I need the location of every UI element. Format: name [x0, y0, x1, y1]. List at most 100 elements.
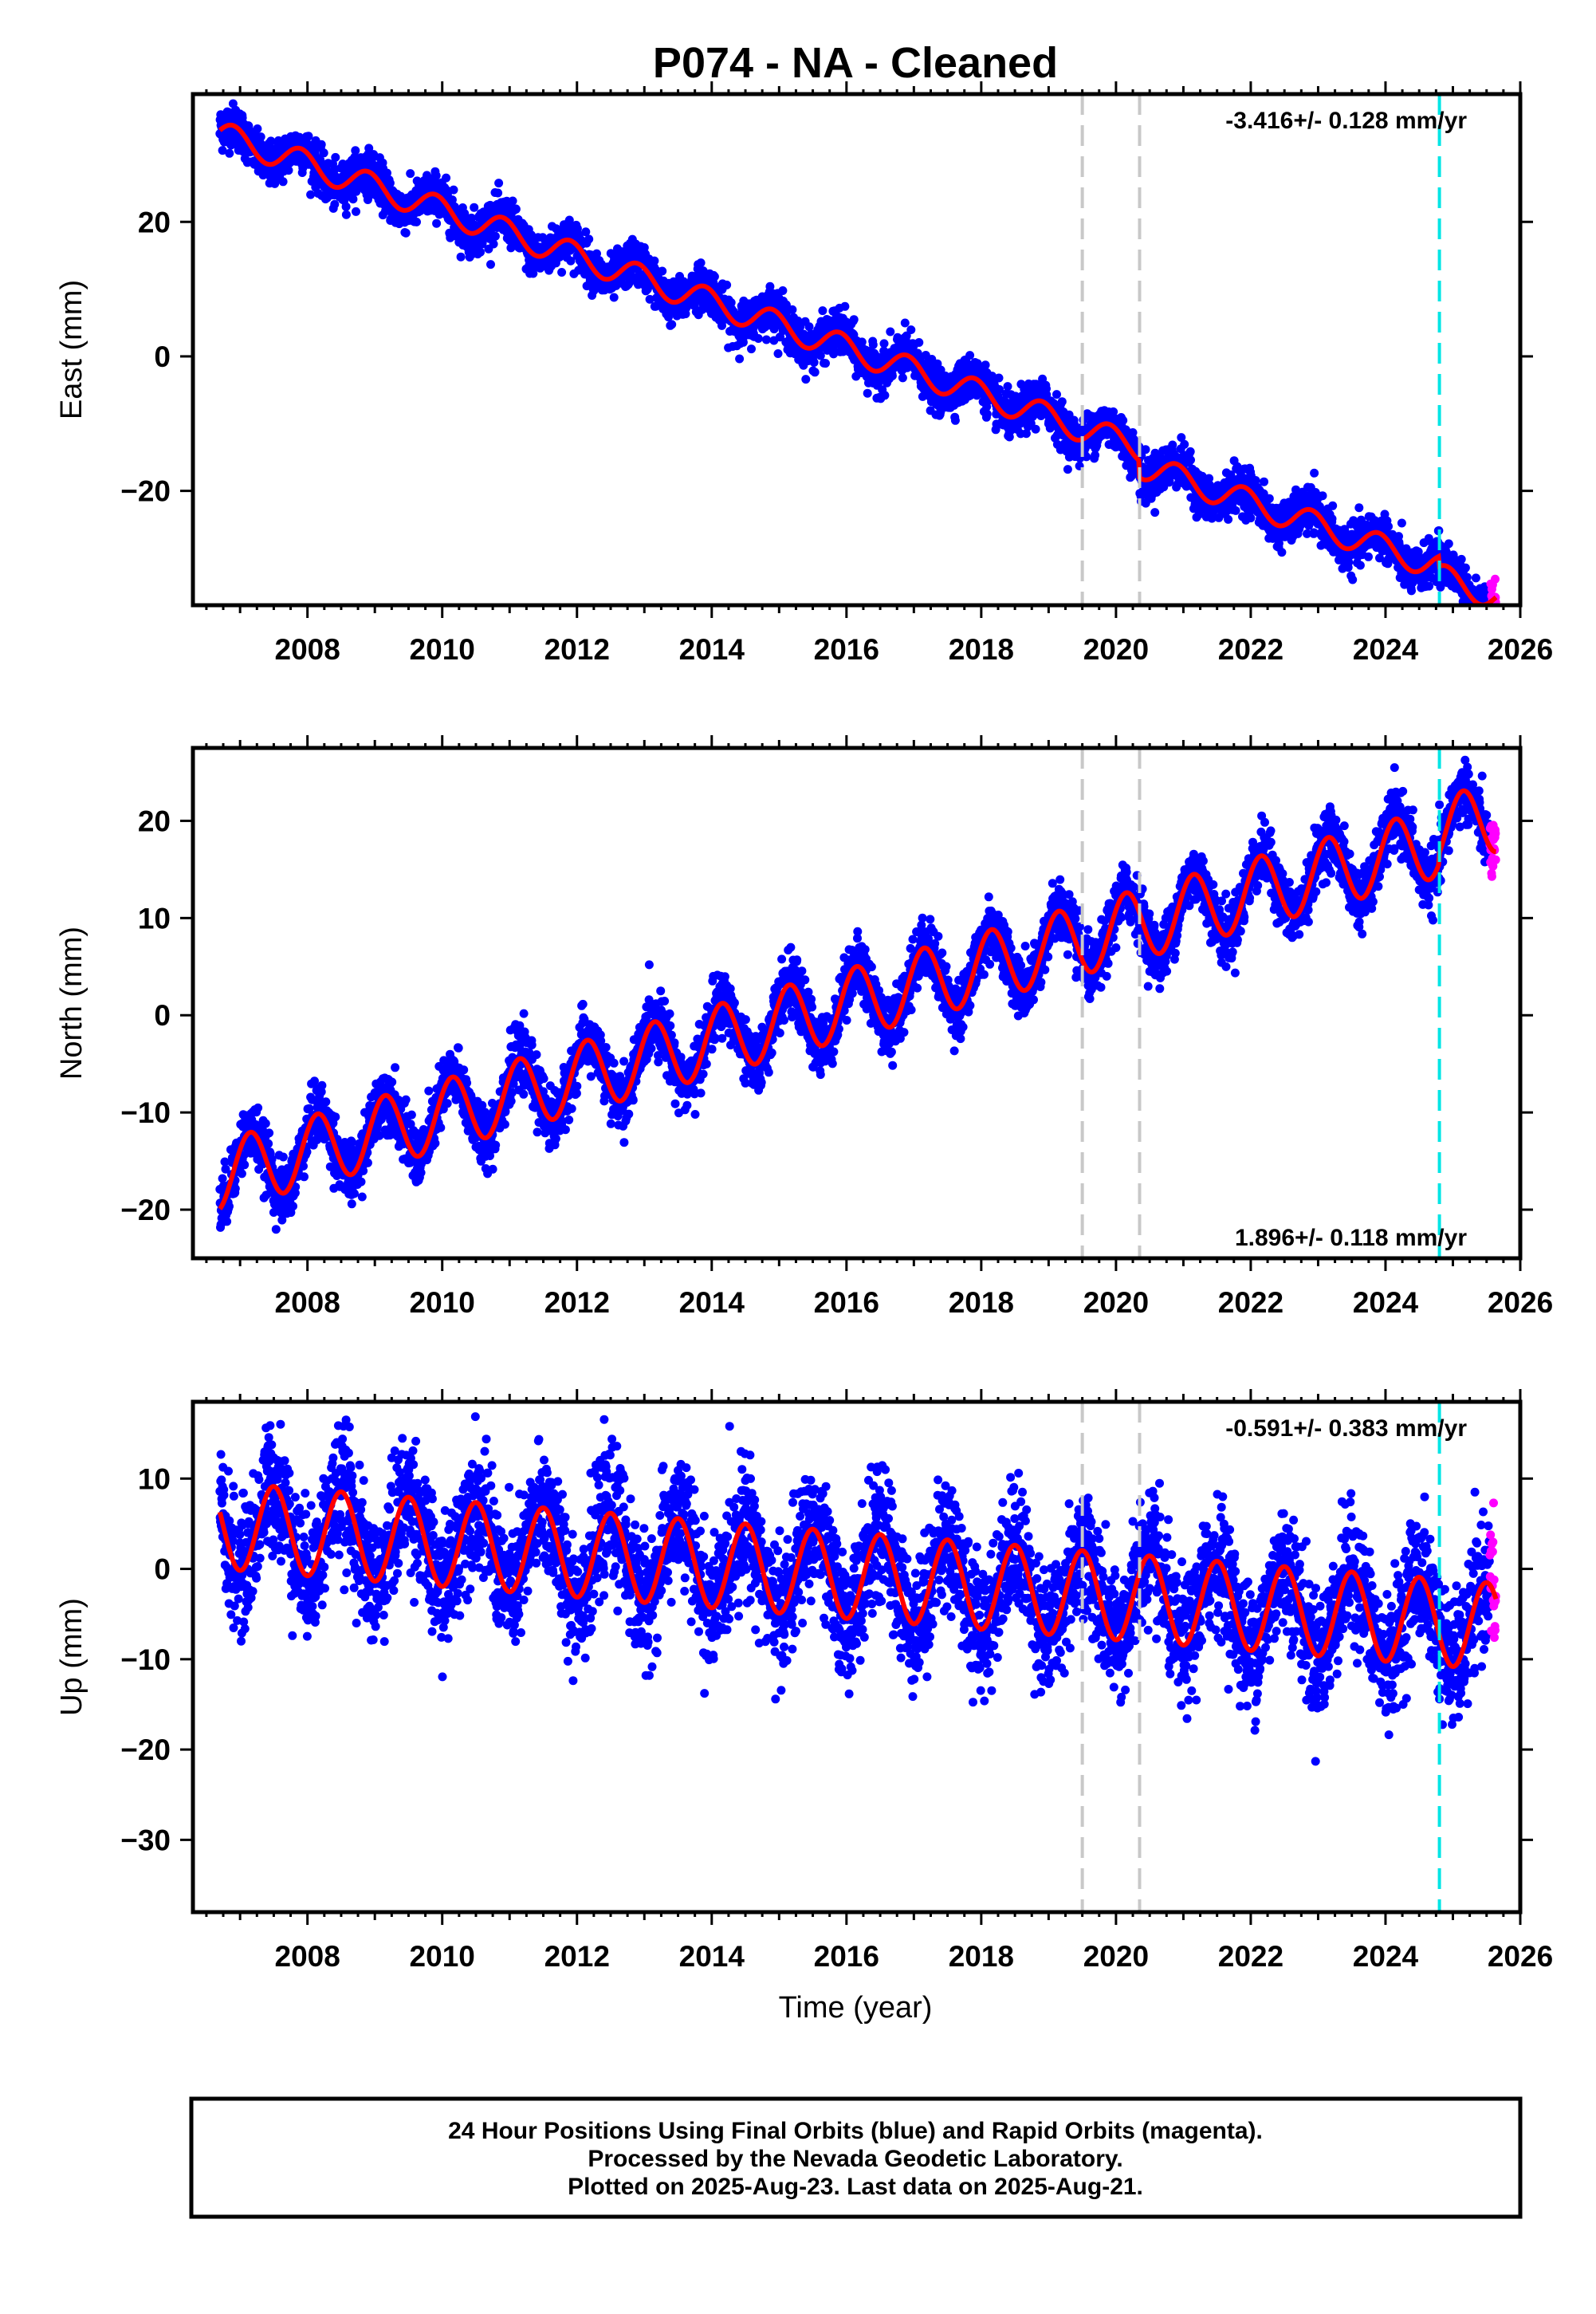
final-orbit-point: [1168, 440, 1177, 450]
final-orbit-point: [950, 415, 960, 425]
east-panel: 2008 2010 2012 2014 2016 2018 2020 2022 2024 2026…: [55, 81, 1553, 666]
final-orbit-point: [331, 152, 340, 162]
final-orbit-point: [1364, 552, 1373, 561]
chart-title: P074 - NA - Cleaned: [653, 39, 1058, 87]
final-orbit-point: [1469, 616, 1478, 625]
final-orbit-point: [1141, 445, 1150, 455]
final-orbit-point: [1472, 612, 1481, 620]
final-orbit-point: [592, 249, 601, 258]
final-orbit-point: [584, 234, 594, 244]
final-orbit-point: [753, 334, 763, 343]
final-orbit-point: [810, 368, 820, 377]
final-orbit-point: [1354, 503, 1364, 513]
final-orbit-point: [717, 321, 726, 330]
final-orbit-point: [456, 252, 466, 262]
final-orbit-point: [1328, 501, 1338, 510]
rapid-orbit-point: [1486, 611, 1495, 620]
final-orbit-point: [1224, 514, 1233, 524]
final-orbit-point: [965, 351, 975, 360]
final-orbit-point: [1467, 606, 1476, 615]
final-orbit-point: [401, 228, 411, 238]
final-orbit-point: [1246, 514, 1256, 523]
final-orbit-point: [982, 409, 992, 419]
final-orbit-point: [476, 247, 485, 257]
rapid-orbit-point: [1486, 614, 1495, 623]
final-orbit-point: [1150, 508, 1160, 518]
final-orbit-point: [994, 373, 1004, 383]
final-orbit-point: [1277, 548, 1287, 557]
rapid-orbit-point: [1491, 574, 1500, 584]
final-orbit-point: [447, 195, 457, 205]
final-orbit-point: [316, 140, 326, 149]
final-orbit-point: [1474, 608, 1483, 617]
final-orbit-point: [341, 210, 351, 219]
final-orbit-point: [645, 294, 655, 304]
final-orbit-point: [1484, 612, 1493, 621]
final-orbit-point: [1031, 424, 1040, 434]
final-orbit-point: [486, 260, 495, 270]
final-orbit-point: [566, 256, 576, 266]
final-orbit-point: [735, 354, 745, 364]
final-orbit-point: [801, 375, 811, 384]
final-orbit-point: [658, 266, 667, 276]
final-orbit-point: [1003, 382, 1012, 392]
final-orbit-point: [1407, 586, 1416, 596]
final-orbit-point: [412, 217, 421, 226]
final-orbit-point: [1464, 612, 1472, 621]
final-orbit-point: [1485, 612, 1494, 620]
final-orbit-point: [1474, 611, 1483, 620]
final-orbit-point: [364, 144, 374, 153]
final-orbit-point: [1476, 615, 1484, 624]
final-orbit-point: [466, 213, 476, 222]
final-orbit-point: [667, 320, 677, 329]
final-orbit-point: [849, 315, 859, 325]
final-orbit-point: [650, 256, 659, 266]
final-orbit-point: [1466, 613, 1475, 622]
final-orbit-point: [1444, 539, 1453, 549]
final-orbit-point: [351, 146, 360, 155]
final-orbit-point: [1477, 607, 1486, 616]
final-orbit-point: [747, 344, 756, 354]
final-orbit-point: [1482, 616, 1491, 625]
final-orbit-point: [508, 196, 517, 206]
final-orbit-point: [490, 231, 500, 241]
final-orbit-point: [1355, 561, 1365, 570]
final-orbit-point: [494, 179, 504, 188]
final-orbit-point: [778, 286, 788, 295]
final-orbit-point: [900, 318, 910, 328]
final-orbit-point: [470, 203, 479, 212]
final-orbit-point: [1260, 477, 1268, 486]
final-orbit-point: [1384, 521, 1393, 531]
final-orbit-point: [266, 136, 276, 146]
rapid-orbit-point: [1486, 609, 1495, 618]
plot-area: [215, 99, 1500, 625]
final-orbit-point: [880, 391, 890, 400]
final-orbit-point: [1478, 612, 1487, 620]
final-orbit-point: [1180, 439, 1189, 449]
final-orbit-point: [788, 305, 797, 314]
final-orbit-point: [1348, 575, 1358, 584]
final-orbit-point: [886, 327, 895, 336]
final-orbit-point: [493, 188, 503, 198]
final-orbit-point: [256, 132, 265, 142]
final-orbit-point: [651, 301, 661, 311]
final-orbit-point: [406, 169, 415, 179]
final-orbit-point: [449, 185, 458, 195]
final-orbit-point: [1470, 615, 1479, 624]
final-orbit-point: [1471, 573, 1480, 583]
final-orbit-point: [840, 301, 850, 311]
final-orbit-point: [319, 148, 328, 158]
final-orbit-point: [1057, 397, 1067, 407]
final-orbit-point: [383, 168, 391, 178]
final-orbit-point: [879, 339, 889, 348]
final-orbit-point: [609, 293, 619, 302]
final-orbit-point: [330, 199, 340, 209]
final-orbit-point: [710, 272, 719, 281]
final-orbit-point: [525, 260, 534, 270]
final-orbit-point: [1456, 554, 1466, 564]
final-orbit-point: [761, 335, 771, 344]
final-orbit-point: [1327, 514, 1337, 524]
final-orbit-point: [1483, 612, 1492, 621]
final-orbit-point: [348, 195, 358, 204]
